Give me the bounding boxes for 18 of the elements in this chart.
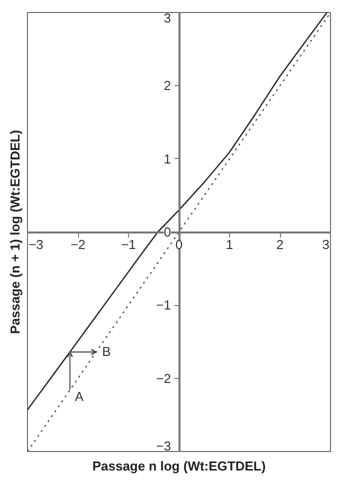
y-tick-label: 3 [164,10,172,26]
y-tick-label: 2 [164,78,172,94]
x-tick-label: 3 [322,237,330,252]
y-tick-label: 1 [164,151,172,166]
x-tick-label: 1 [226,237,234,252]
x-tick-label: −2 [70,237,86,252]
x-tick-label: −1 [121,237,136,252]
y-tick-label: −3 [156,438,172,454]
x-tick-label: 0 [175,237,183,252]
x-axis-title: Passage n log (Wt:EGTDEL) [92,458,266,474]
x-tick-label: −3 [28,237,44,252]
annotation: B [102,344,111,359]
x-tick-label: 2 [276,237,284,252]
y-tick-label: 0 [164,224,172,240]
y-tick-label: −1 [156,298,172,313]
y-axis-title: Passage (n + 1) log (Wt:EGTDEL) [8,130,22,334]
y-tick-label: −2 [156,370,172,386]
annotation: A [74,389,84,404]
